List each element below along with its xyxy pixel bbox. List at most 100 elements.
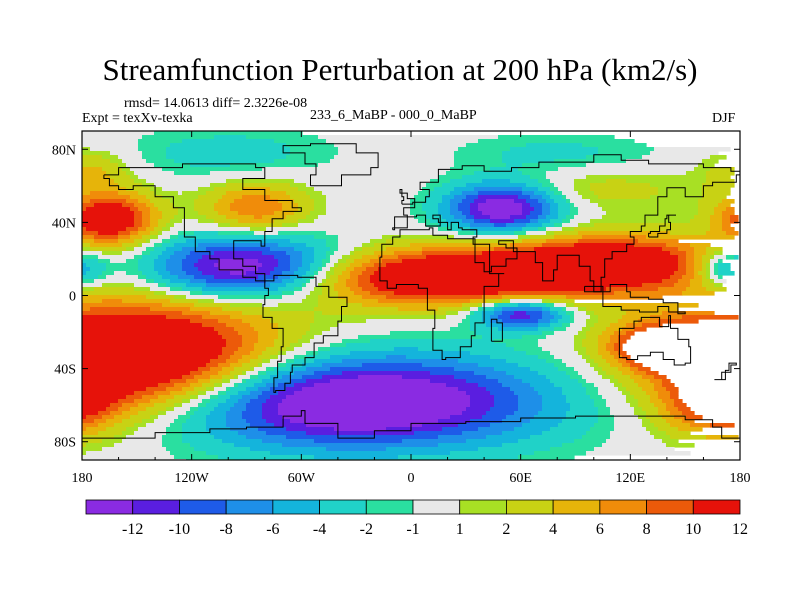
field-cell <box>658 407 667 412</box>
field-cell <box>314 219 419 224</box>
field-cell <box>634 379 651 384</box>
field-cell <box>614 375 631 380</box>
field-cell <box>334 427 387 432</box>
field-cell <box>202 255 275 260</box>
field-cell <box>438 203 451 208</box>
field-cell <box>538 355 555 360</box>
field-cell <box>462 175 531 180</box>
field-cell <box>338 275 351 280</box>
field-cell <box>294 359 315 364</box>
field-cell <box>290 263 303 268</box>
field-cell <box>602 331 615 336</box>
field-cell <box>94 239 119 244</box>
field-cell <box>602 355 615 360</box>
field-cell <box>294 383 315 388</box>
field-cell <box>522 171 547 176</box>
field-cell <box>250 423 275 428</box>
field-cell <box>498 315 511 320</box>
field-cell <box>82 179 115 184</box>
field-cell <box>590 315 599 320</box>
field-cell <box>710 155 727 160</box>
field-cell <box>514 199 527 204</box>
colorbar-label: 8 <box>643 521 651 538</box>
colorbar-label: -12 <box>122 521 143 538</box>
field-cell <box>106 267 139 272</box>
field-cell <box>82 267 91 272</box>
field-cell <box>286 427 335 432</box>
field-cell <box>546 231 555 236</box>
field-cell <box>454 155 503 160</box>
field-cell <box>570 315 575 320</box>
field-cell <box>322 259 331 264</box>
field-cell <box>182 387 195 392</box>
field-cell <box>422 247 495 252</box>
field-cell <box>586 331 603 336</box>
field-cell <box>706 271 711 276</box>
field-cell <box>134 255 143 260</box>
field-cell <box>454 159 503 164</box>
field-cell <box>650 379 663 384</box>
field-cell <box>634 395 651 400</box>
y-tick-label: 80S <box>54 436 76 451</box>
field-cell <box>702 279 711 284</box>
field-cell <box>82 299 103 304</box>
field-cell <box>490 215 511 220</box>
colorbar-swatch <box>179 499 227 515</box>
field-cell <box>618 387 627 392</box>
field-cell <box>502 319 539 324</box>
field-cell <box>98 259 111 264</box>
field-cell <box>438 227 451 232</box>
field-cell <box>154 183 211 188</box>
field-cell <box>522 187 539 192</box>
field-cell <box>222 383 235 388</box>
field-cell <box>170 423 183 428</box>
field-cell <box>290 419 439 424</box>
field-cell <box>314 247 331 252</box>
field-cell <box>198 187 215 192</box>
field-cell <box>566 371 579 376</box>
field-cell <box>666 443 695 448</box>
field-cell <box>282 223 299 228</box>
field-cell <box>522 379 551 384</box>
field-cell <box>238 375 251 380</box>
field-cell <box>262 303 279 308</box>
field-cell <box>566 311 575 316</box>
field-cell <box>530 235 555 240</box>
field-cell <box>562 223 579 228</box>
field-cell <box>438 435 487 440</box>
field-cell <box>142 219 151 224</box>
field-cell <box>446 171 475 176</box>
field-cell <box>150 187 163 192</box>
field-cell <box>250 227 267 232</box>
field-cell <box>650 151 719 156</box>
field-cell <box>594 223 711 228</box>
field-cell <box>426 199 443 204</box>
field-cell <box>606 403 631 408</box>
field-cell <box>606 371 623 376</box>
field-cell <box>570 319 575 324</box>
field-cell <box>522 203 531 208</box>
field-cell <box>538 219 551 224</box>
field-cell <box>90 267 107 272</box>
field-cell <box>274 211 295 216</box>
field-cell <box>238 383 255 388</box>
field-cell <box>210 359 227 364</box>
field-cell <box>562 391 587 396</box>
field-cell <box>226 191 287 196</box>
field-cell <box>646 235 735 240</box>
field-cell <box>86 427 107 432</box>
field-cell <box>142 211 151 216</box>
field-cell <box>134 399 151 404</box>
field-cell <box>546 175 587 180</box>
field-cell <box>422 203 439 208</box>
field-cell <box>190 407 199 412</box>
field-cell <box>254 215 263 220</box>
field-cell <box>466 391 491 396</box>
field-cell <box>438 223 459 228</box>
field-cell <box>614 415 639 420</box>
field-cell <box>198 367 211 372</box>
field-cell <box>274 379 291 384</box>
comparison-label: 233_6_MaBP - 000_0_MaBP <box>310 108 477 123</box>
field-cell <box>570 403 595 408</box>
field-cell <box>686 255 695 260</box>
